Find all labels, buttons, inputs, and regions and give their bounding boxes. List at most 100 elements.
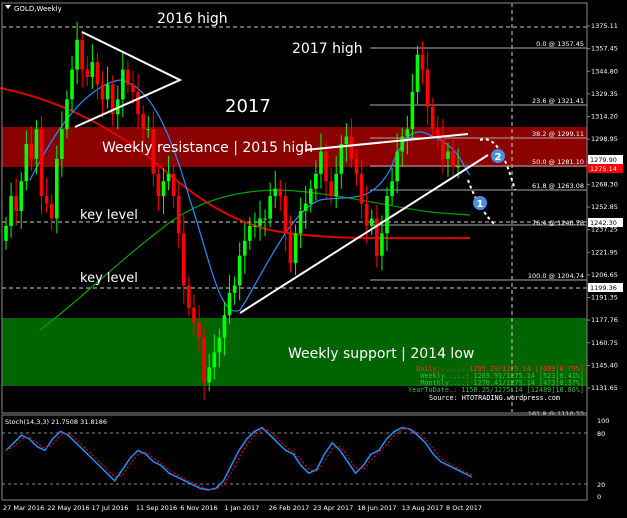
candle-body: [293, 233, 298, 264]
candle-body: [75, 39, 79, 70]
price-tick-label: 1252.85: [591, 203, 618, 211]
candle-body: [4, 225, 8, 241]
candle-body: [70, 69, 74, 100]
candle-body: [314, 173, 318, 189]
candle-body: [354, 158, 359, 174]
candle-body: [207, 367, 211, 383]
ma-long: [0, 87, 471, 240]
candle-body: [39, 129, 44, 197]
marker-2[interactable]: 2: [491, 149, 505, 163]
svg-text:GOLD,Weekly: GOLD,Weekly: [14, 5, 62, 13]
stoch-axis: 100 80 20 0: [597, 417, 609, 501]
candle-body: [85, 69, 90, 77]
candle-body: [227, 292, 232, 316]
candle-body: [141, 114, 145, 130]
candle-body: [110, 84, 115, 115]
svg-text:38.2 @ 1299.11: 38.2 @ 1299.11: [532, 130, 584, 138]
candle-body: [258, 218, 262, 226]
candle-body: [187, 285, 191, 308]
stoch-main-line: [5, 426, 473, 491]
candle-body: [146, 129, 151, 131]
svg-text:80: 80: [597, 430, 605, 438]
candle-body: [298, 211, 303, 234]
candle-body: [202, 337, 206, 383]
candle-body: [14, 196, 18, 211]
candle-body: [380, 233, 384, 256]
svg-text:1: 1: [477, 199, 484, 210]
svg-text:20: 20: [597, 481, 605, 489]
candle-body: [171, 173, 176, 197]
stoch-frame: [1, 414, 588, 501]
candle-body: [339, 144, 344, 174]
svg-text:Monthly....: 1270.41/1275.14 [: Monthly....: 1270.41/1275.14 [473]0.37%]: [420, 379, 584, 387]
price-axis: 1375.11 1357.45 1344.80 1329.35 1314.20 1298.…: [587, 22, 618, 392]
date-tick-label: 6 Nov 2016: [180, 504, 218, 512]
candle-body: [248, 225, 252, 241]
date-tick-label: 13 Aug 2017: [402, 504, 444, 512]
svg-text:1199.36: 1199.36: [590, 284, 617, 292]
date-tick-label: 23 Apr 2017: [313, 504, 353, 512]
label-support: Weekly support | 2014 low: [288, 346, 474, 362]
candle-body: [131, 84, 135, 92]
candle-body: [161, 181, 166, 197]
svg-text:Weekly.....: 1269.91/1275.14 [: Weekly.....: 1269.91/1275.14 [523]0.41%]: [420, 372, 584, 380]
label-2017-high: 2017 high: [292, 41, 363, 57]
candle-body: [136, 91, 140, 115]
candle-body: [49, 203, 54, 219]
svg-text:1279.90: 1279.90: [590, 156, 617, 164]
candle-body: [303, 203, 308, 211]
svg-text:100: 100: [597, 417, 609, 425]
svg-text:100.0 @ 1204.74: 100.0 @ 1204.74: [528, 272, 584, 280]
triangle-down-icon[interactable]: [5, 5, 11, 9]
candle-body: [55, 158, 59, 219]
price-tick-label: 1145.40: [591, 361, 618, 369]
svg-text:76.4 @ 1240.78: 76.4 @ 1240.78: [532, 219, 584, 227]
fib-lines: [370, 47, 587, 281]
candle-body: [349, 136, 354, 159]
label-2017: 2017: [225, 96, 271, 117]
label-key-level-upper: key level: [80, 208, 138, 223]
candle-body: [375, 218, 379, 256]
candle-body: [263, 218, 267, 220]
candle-body: [441, 136, 445, 159]
candle-body: [359, 173, 364, 204]
price-tick-label: 1237.25: [591, 226, 618, 234]
price-tick-label: 1221.95: [591, 248, 618, 256]
svg-text:Daily......: 1295.29/1275.14 [: Daily......: 1295.29/1275.14 [1009]0.79%…: [416, 365, 584, 373]
svg-text:50.0 @ 1281.10: 50.0 @ 1281.10: [532, 158, 584, 166]
candle-body: [309, 188, 313, 204]
svg-text:23.6 @ 1321.41: 23.6 @ 1321.41: [532, 97, 584, 105]
info-panel: Daily......: 1295.29/1275.14 [1009]0.79%…: [408, 365, 584, 402]
price-tick-label: 1268.30: [591, 180, 618, 188]
candle-body: [273, 188, 278, 197]
price-tick-label: 1160.75: [591, 339, 618, 347]
candle-body: [456, 166, 460, 168]
candle-body: [283, 196, 288, 234]
label-2016-high: 2016 high: [157, 11, 228, 27]
stoch-label: Stoch(14,3,3) 21.7508 31.8186: [5, 418, 107, 426]
candle-body: [60, 129, 64, 159]
candle-body: [44, 196, 49, 204]
candle-body: [65, 99, 69, 130]
date-tick-label: 1 Jan 2017: [225, 504, 260, 512]
candle-body: [217, 337, 222, 353]
candle-body: [232, 285, 237, 293]
price-tick-label: 1314.20: [591, 113, 618, 121]
trendlines: [74, 31, 489, 314]
date-tick-label: 26 Feb 2017: [269, 504, 309, 512]
fib-labels: 0.0 @ 1357.45 23.6 @ 1321.41 38.2 @ 1299…: [528, 40, 584, 418]
candle-body: [19, 181, 24, 211]
candle-body: [390, 181, 394, 197]
svg-text:Source: HTOTRADING.wordpress.: Source: HTOTRADING.wordpress.com: [429, 394, 560, 402]
svg-text:1275.14: 1275.14: [590, 165, 617, 173]
candle-body: [364, 203, 369, 226]
candle-body: [151, 129, 156, 174]
marker-1[interactable]: 1: [473, 196, 487, 210]
candle-body: [410, 91, 415, 130]
window-title[interactable]: GOLD,Weekly: [5, 5, 62, 13]
candle-body: [197, 322, 201, 338]
date-tick-label: 8 Oct 2017: [446, 504, 482, 512]
svg-text:161.8 @ 1110.33: 161.8 @ 1110.33: [528, 410, 584, 418]
candle-body: [222, 315, 227, 338]
